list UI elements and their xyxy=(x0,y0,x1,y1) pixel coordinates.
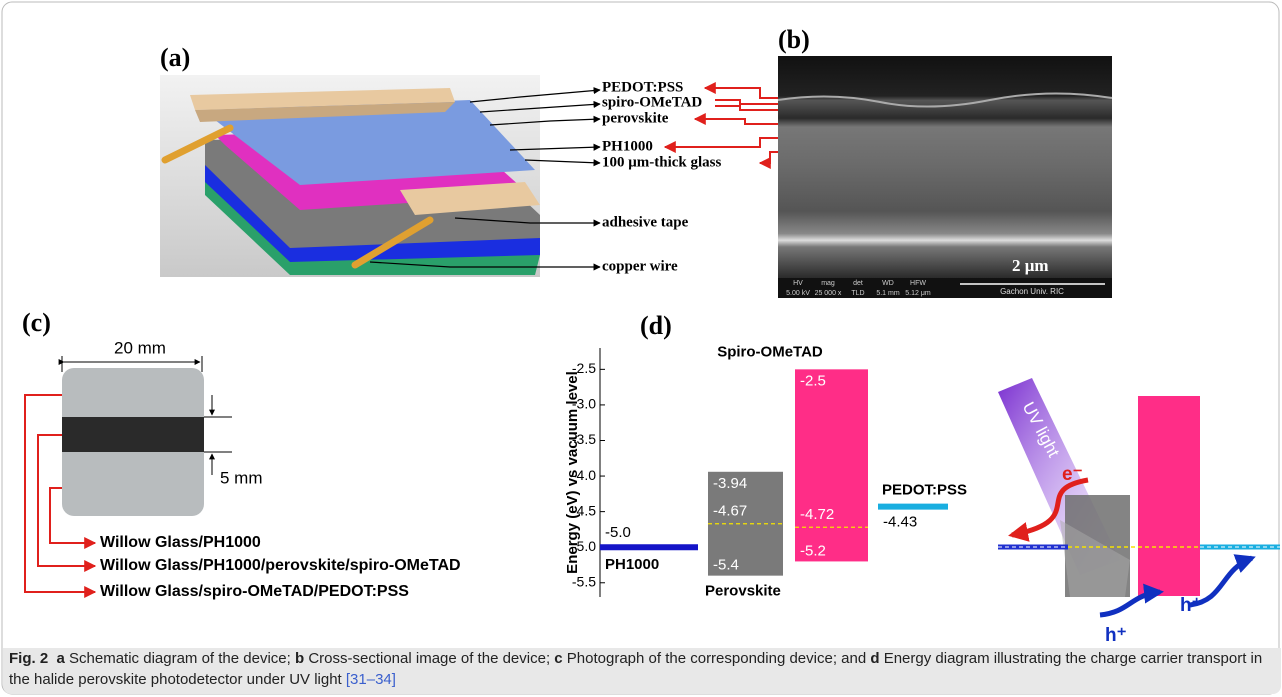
y-tick-label: -3.5 xyxy=(572,431,596,447)
reference[interactable]: [31–34] xyxy=(346,671,396,688)
layer-label: spiro-OMeTAD xyxy=(602,94,702,110)
sem-info-header: HFW xyxy=(910,280,926,287)
y-tick-label: -4.5 xyxy=(572,502,596,518)
value-label: -4.43 xyxy=(883,514,917,531)
value-label: -5.2 xyxy=(800,542,826,559)
caption-letter: a xyxy=(57,650,65,667)
layer-label: Willow Glass/PH1000/perovskite/spiro-OMe… xyxy=(100,557,461,574)
value-label: -5.4 xyxy=(713,557,739,574)
y-tick-label: -2.5 xyxy=(572,360,596,376)
y-tick-label: -4.0 xyxy=(572,467,596,483)
energy-band xyxy=(795,369,868,561)
hole-label: h⁺ xyxy=(1180,595,1202,616)
dimension-label: 5 mm xyxy=(220,468,263,487)
electron-label: e⁻ xyxy=(1062,464,1083,485)
value-label: -4.72 xyxy=(800,506,834,523)
value-label: -3.94 xyxy=(713,475,747,492)
value-label: -2.5 xyxy=(800,372,826,389)
caption-text: Cross-sectional image of the device; xyxy=(308,650,550,667)
layer-label: perovskite xyxy=(602,110,669,126)
caption-text: Schematic diagram of the device; xyxy=(69,650,291,667)
sem-info-value: 25 000 x xyxy=(815,290,842,297)
layer-label: Willow Glass/spiro-OMeTAD/PEDOT:PSS xyxy=(100,583,409,600)
series-label: PEDOT:PSS xyxy=(882,482,967,499)
sem-info-value: TLD xyxy=(851,290,864,297)
panel-letter: (a) xyxy=(160,43,190,72)
y-tick-label: -3.0 xyxy=(572,396,596,412)
layer-label: Willow Glass/PH1000 xyxy=(100,534,261,551)
sem-info-value: 5.00 kV xyxy=(786,290,810,297)
sem-info-header: mag xyxy=(821,280,835,287)
layer-label: copper wire xyxy=(602,258,678,274)
layer-label: PH1000 xyxy=(602,138,653,154)
caption: Fig. 2 a Schematic diagram of the device… xyxy=(3,648,1281,694)
panel-letter: (b) xyxy=(778,25,810,54)
dimension-label: 20 mm xyxy=(114,338,166,357)
layer-label: adhesive tape xyxy=(602,214,689,230)
layer-label: 100 μm-thick glass xyxy=(602,154,722,170)
sem-info-value: 5.12 μm xyxy=(905,290,931,297)
institution: Gachon Univ. RIC xyxy=(1000,287,1064,296)
sem-info-header: HV xyxy=(793,280,803,287)
sem-info-header: WD xyxy=(882,280,894,287)
figure-number: Fig. 2 xyxy=(9,650,48,667)
panel-letter: (d) xyxy=(640,311,672,340)
series-label: Perovskite xyxy=(705,583,781,600)
y-tick-label: -5.0 xyxy=(572,538,596,554)
layer-label: PEDOT:PSS xyxy=(602,79,683,95)
caption-letter: b xyxy=(295,650,304,667)
y-tick-label: -5.5 xyxy=(572,573,596,589)
figure: (a) PEDOT:PSSspiro-OMeTADperovskitePH100… xyxy=(0,0,1282,697)
hole-label: h⁺ xyxy=(1105,625,1127,646)
value-label: -4.67 xyxy=(713,503,747,520)
panel-letter: (c) xyxy=(22,308,51,337)
sem-info-header: det xyxy=(853,280,863,287)
caption-text: Photograph of the corresponding device; … xyxy=(567,650,866,667)
sem-image xyxy=(778,56,1112,278)
device-schematic xyxy=(160,75,540,277)
scale-label: 2 μm xyxy=(1012,256,1049,275)
value-label: -5.0 xyxy=(605,524,631,541)
series-label: PH1000 xyxy=(605,556,659,573)
photo-stripe xyxy=(62,417,204,452)
sem-info-value: 5.1 mm xyxy=(876,290,900,297)
series-label: Spiro-OMeTAD xyxy=(717,343,823,360)
page: {"figure": { "panel_a": {"letter": "(a)"… xyxy=(0,0,1282,697)
caption-letter: d xyxy=(870,650,879,667)
caption-letter: c xyxy=(554,650,562,667)
